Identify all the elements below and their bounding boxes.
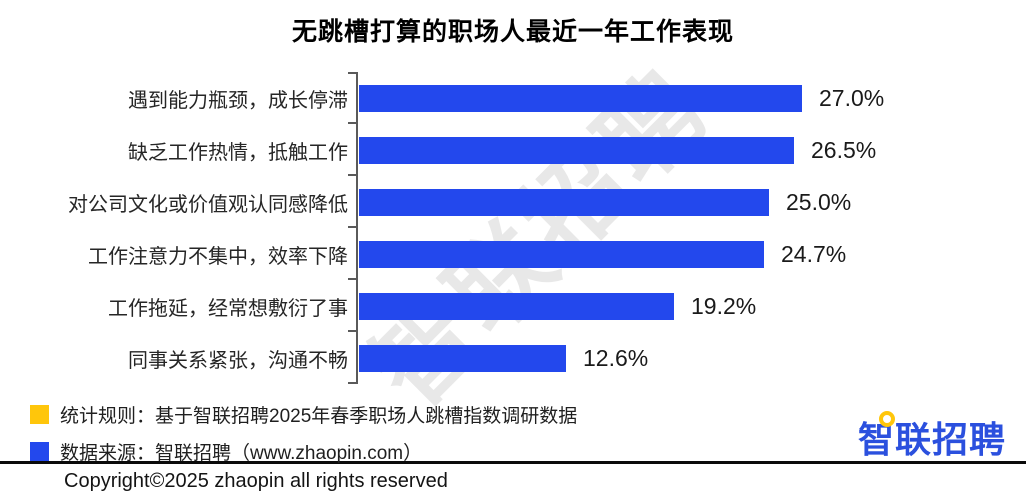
footer-divider (0, 461, 1026, 464)
zhaopin-logo: 智联招聘 (858, 411, 1006, 463)
bar-row: 工作拖延，经常想敷衍了事 19.2% (0, 280, 1026, 332)
category-label: 遇到能力瓶颈，成长停滞 (128, 89, 348, 112)
value-label: 19.2% (691, 292, 757, 319)
legend-swatch-blue (30, 442, 49, 461)
category-label: 工作注意力不集中，效率下降 (88, 245, 348, 268)
legend-item-data-source: 数据来源：智联招聘（www.zhaopin.com） (30, 438, 577, 465)
axis-tick (348, 226, 356, 228)
bar[interactable] (359, 292, 674, 320)
category-label: 缺乏工作热情，抵触工作 (128, 141, 348, 164)
legend-label: 数据来源：智联招聘（www.zhaopin.com） (60, 443, 423, 464)
category-label: 对公司文化或价值观认同感降低 (68, 193, 348, 216)
axis-tick (348, 174, 356, 176)
axis-tick (348, 382, 356, 384)
bar[interactable] (359, 84, 802, 112)
axis-tick (348, 278, 356, 280)
axis-tick (348, 122, 356, 124)
logo-dot-icon (878, 411, 895, 427)
legend-label: 统计规则：基于智联招聘2025年春季职场人跳槽指数调研数据 (60, 406, 578, 427)
bar[interactable] (359, 240, 764, 268)
bar-rows: 遇到能力瓶颈，成长停滞 27.0% 缺乏工作热情，抵触工作 26.5% 对公司文化或价值… (0, 72, 1026, 384)
value-label: 25.0% (786, 188, 852, 215)
value-label: 24.7% (781, 240, 847, 267)
category-label: 工作拖延，经常想敷衍了事 (108, 297, 348, 320)
category-label: 同事关系紧张，沟通不畅 (128, 349, 348, 372)
value-label: 26.5% (811, 136, 877, 163)
logo-text: 智联招聘 (857, 419, 1006, 460)
axis-tick (348, 72, 356, 74)
legend: 统计规则：基于智联招聘2025年春季职场人跳槽指数调研数据 数据来源：智联招聘（… (30, 401, 577, 475)
value-label: 27.0% (819, 84, 885, 111)
bar[interactable] (359, 344, 566, 372)
bar-chart: 智联招聘 遇到能力瓶颈，成长停滞 27.0% 缺乏工作热情，抵触工作 26.5% 对公司… (0, 49, 1026, 428)
bar-row: 对公司文化或价值观认同感降低 25.0% (0, 176, 1026, 228)
bar-row: 遇到能力瓶颈，成长停滞 27.0% (0, 72, 1026, 124)
legend-item-statistics-rule: 统计规则：基于智联招聘2025年春季职场人跳槽指数调研数据 (30, 401, 577, 428)
legend-swatch-yellow (30, 405, 49, 424)
value-label: 12.6% (583, 344, 649, 371)
chart-title: 无跳槽打算的职场人最近一年工作表现 (291, 18, 734, 46)
y-axis-line (356, 72, 358, 384)
bar[interactable] (359, 188, 769, 216)
bar-row: 同事关系紧张，沟通不畅 12.6% (0, 332, 1026, 384)
bar-row: 缺乏工作热情，抵触工作 26.5% (0, 124, 1026, 176)
bar[interactable] (359, 136, 794, 164)
copyright-text: Copyright©2025 zhaopin all rights reserv… (64, 470, 448, 492)
axis-tick (348, 330, 356, 332)
bar-row: 工作注意力不集中，效率下降 24.7% (0, 228, 1026, 280)
